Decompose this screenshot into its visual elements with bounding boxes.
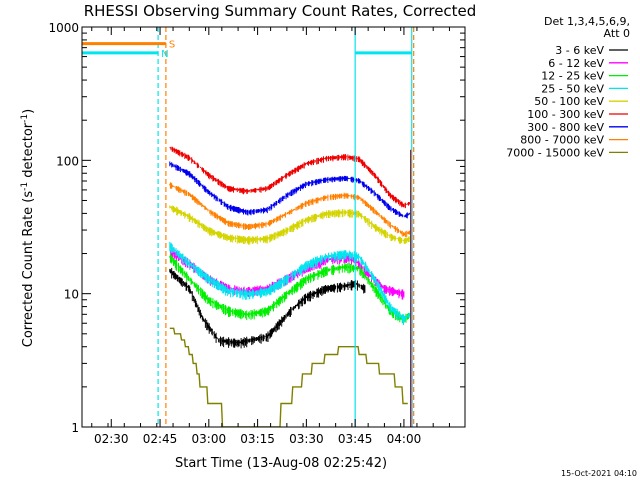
y-label-sup-2: -1 [20,114,30,123]
y-tick-label: 1000 [48,21,79,35]
axes: 02:30 02:45 03:00 03:15 03:30 03:45 04:00 1 10 10… [48,21,466,446]
plot-frame [81,26,466,428]
legend-entry-label: 800 - 7000 keV [520,134,604,147]
legend-entry-label: 3 - 6 keV [555,44,604,57]
legend-entry-label: 300 - 800 keV [527,121,604,134]
plot-area: SN [82,27,415,427]
y-label-part-1: Corrected Count Rate (s [21,191,36,348]
chart-title: RHESSI Observing Summary Count Rates, Co… [84,2,477,20]
x-tick-label: 02:30 [94,432,129,446]
legend-entry-label: 50 - 100 keV [534,95,604,108]
legend-entry-label: 7000 - 15000 keV [506,146,604,159]
legend-header-attenuator: Att 0 [604,27,630,40]
series-4-trace [169,241,411,325]
y-label-part-2: detector [21,122,36,182]
legend-entry-label: 6 - 12 keV [548,57,604,70]
y-axis-label: Corrected Count Rate (s-1 detector-1) [20,109,36,347]
legend-header-detectors: Det 1,3,4,5,6,9, [544,15,630,28]
y-label-part-3: ) [21,109,36,114]
series-9-trace [169,327,408,427]
series-6-trace [169,146,411,209]
x-tick-label: 03:15 [240,432,275,446]
y-tick-label: 10 [64,288,79,302]
series-7-trace [169,161,411,219]
legend-entry-label: 100 - 300 keV [527,108,604,121]
x-tick-label: 03:30 [289,432,324,446]
y-tick-label: 1 [71,421,79,435]
x-tick-label: 04:00 [387,432,422,446]
plot-clip-group [82,27,415,427]
series-3-trace [169,253,411,324]
series-8-trace [169,182,411,237]
flag-label-n: N [161,49,168,60]
series-1-trace [169,267,366,349]
series-5-trace [169,205,411,245]
flag-label-s: S [169,40,175,51]
footer-timestamp: 15-Oct-2021 04:10 [561,469,637,478]
x-tick-label: 02:45 [143,432,178,446]
x-tick-label: 03:00 [192,432,227,446]
x-axis-label: Start Time (13-Aug-08 02:25:42) [175,456,387,471]
legend-entry-label: 12 - 25 keV [541,70,604,83]
x-tick-label: 03:45 [338,432,373,446]
legend-entry-label: 25 - 50 keV [541,82,604,95]
y-tick-label: 100 [56,154,79,168]
y-label-sup-1: -1 [20,182,30,191]
